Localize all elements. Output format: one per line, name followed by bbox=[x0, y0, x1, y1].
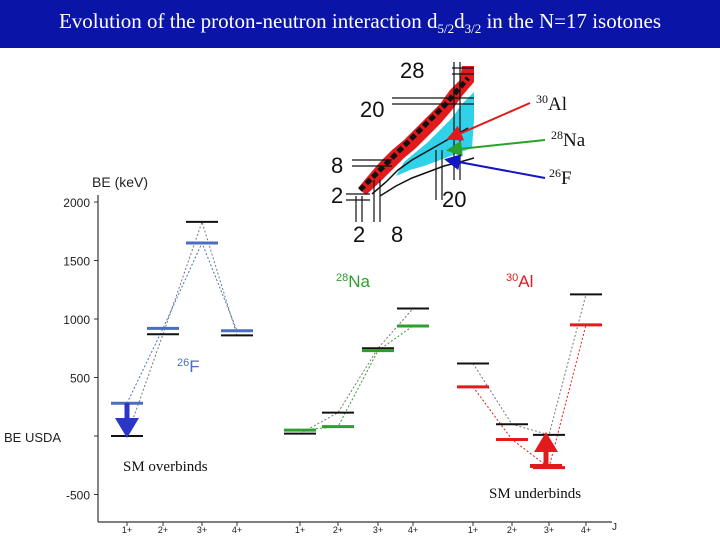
pointer-arrow-26F bbox=[444, 154, 546, 179]
y-tick-label: 2000 bbox=[63, 196, 90, 210]
pointer-mass: 30 bbox=[536, 92, 548, 106]
underbinds-arrow bbox=[530, 432, 562, 468]
label-element: F bbox=[189, 357, 199, 376]
label-mass: 26 bbox=[177, 357, 189, 369]
pointer-arrow-30Al bbox=[446, 102, 531, 141]
inset-magic-8: 8 bbox=[331, 153, 343, 178]
label-26F: 26F bbox=[177, 357, 200, 376]
x-ticks: 1+ 2+ 3+ 4+ 1+ 2+ 3+ 4+ 1+ 2+ 3+ 4+ bbox=[122, 522, 591, 535]
y-tick-label: -500 bbox=[66, 489, 90, 503]
title-part: d bbox=[454, 9, 465, 33]
pointer-label-28Na: 28Na bbox=[551, 128, 586, 151]
pointer-label-26F: 26F bbox=[549, 166, 572, 189]
connector-experiment bbox=[299, 325, 414, 431]
x-tick-label: 4+ bbox=[408, 525, 418, 535]
x-tick-label: 2+ bbox=[333, 525, 343, 535]
inset-magic-28: 28 bbox=[400, 58, 424, 83]
x-tick-label: 4+ bbox=[232, 525, 242, 535]
inset-cyan-band bbox=[396, 92, 474, 176]
connectors bbox=[126, 220, 587, 469]
overbinds-arrow bbox=[115, 403, 139, 438]
title-part: in the N=17 isotones bbox=[481, 9, 662, 33]
connector-usda bbox=[126, 220, 238, 437]
y-tick-label: 1500 bbox=[63, 255, 90, 269]
x-tick-label: 3+ bbox=[197, 525, 207, 535]
connector-usda bbox=[299, 308, 414, 435]
pointer-arrow-28Na bbox=[446, 139, 546, 157]
x-tick-label: 2+ bbox=[158, 525, 168, 535]
inset-stable-line bbox=[358, 76, 470, 192]
overbinds-note: SM overbinds bbox=[123, 459, 208, 475]
title-part: Evolution of the proton-neutron interact… bbox=[58, 9, 438, 33]
y-ticks: 2000 1500 1000 500 -500 bbox=[63, 196, 98, 503]
title-bar: Evolution of the proton-neutron interact… bbox=[0, 0, 720, 48]
x-tick-label: 3+ bbox=[373, 525, 383, 535]
inset-magic-8-bottom: 8 bbox=[391, 222, 403, 247]
pointer-mass: 28 bbox=[551, 128, 563, 142]
connector-experiment bbox=[126, 241, 238, 404]
x-axis-end-label: J bbox=[612, 522, 617, 533]
zero-line-label: BE USDA bbox=[4, 430, 61, 445]
inset-magic-2: 2 bbox=[331, 183, 343, 208]
inset-magic-20: 20 bbox=[360, 97, 384, 122]
underbinds-note: SM underbinds bbox=[489, 486, 581, 502]
x-tick-label: 1+ bbox=[468, 525, 478, 535]
label-element: Na bbox=[348, 272, 370, 291]
label-28Na: 28Na bbox=[336, 272, 371, 291]
pointer-element: Al bbox=[548, 94, 567, 115]
inset-magic-20-bottom: 20 bbox=[442, 187, 466, 212]
connector-usda bbox=[472, 294, 587, 436]
pointer-label-30Al: 30Al bbox=[536, 92, 567, 115]
label-element: Al bbox=[518, 272, 533, 291]
inset-magic-2-bottom: 2 bbox=[353, 222, 365, 247]
x-tick-label: 1+ bbox=[122, 525, 132, 535]
x-tick-label: 1+ bbox=[295, 525, 305, 535]
title-subscript: 5/2 bbox=[437, 21, 455, 37]
label-mass: 28 bbox=[336, 272, 348, 284]
x-tick-label: 4+ bbox=[581, 525, 591, 535]
y-tick-label: 1000 bbox=[63, 313, 90, 327]
x-tick-label: 2+ bbox=[507, 525, 517, 535]
level-scheme-figure: BE (keV) 2000 1500 1000 500 -500 1+ 2+ 3+ 4+ 1+ 2… bbox=[4, 50, 617, 535]
pointer-element: Na bbox=[563, 130, 586, 151]
x-tick-label: 3+ bbox=[544, 525, 554, 535]
title-subscript: 3/2 bbox=[464, 21, 482, 37]
label-30Al: 30Al bbox=[506, 272, 533, 291]
connector-experiment bbox=[472, 324, 587, 469]
y-axis-label: BE (keV) bbox=[92, 174, 148, 190]
pointer-element: F bbox=[561, 168, 572, 189]
y-tick-label: 500 bbox=[70, 372, 90, 386]
label-mass: 30 bbox=[506, 272, 518, 284]
pointer-mass: 26 bbox=[549, 166, 561, 180]
levels bbox=[111, 220, 602, 470]
slide-title: Evolution of the proton-neutron interact… bbox=[0, 9, 720, 37]
